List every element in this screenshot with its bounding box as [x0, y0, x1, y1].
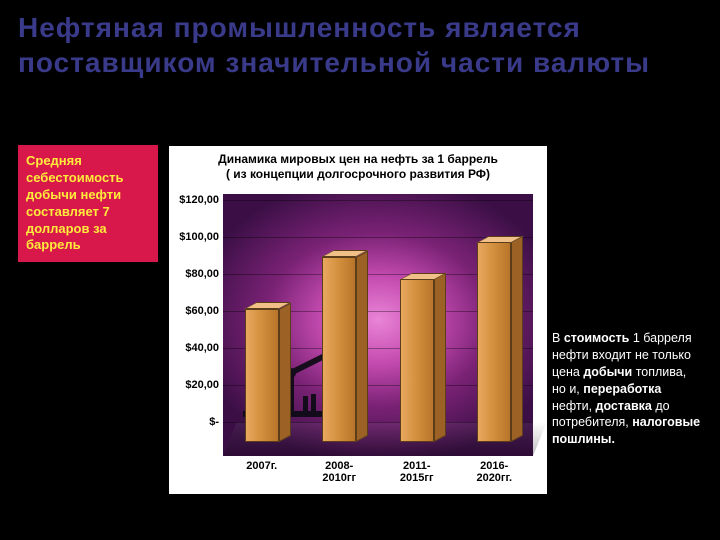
y-axis-label: $100,00	[179, 231, 219, 243]
chart-title: Динамика мировых цен на нефть за 1 барре…	[169, 146, 547, 184]
y-axis-label: $40,00	[185, 342, 219, 354]
callout-cost: Средняя себестоимость добычи нефти соста…	[18, 145, 158, 262]
chart-title-line2: ( из концепции долгосрочного развития РФ…	[226, 167, 490, 181]
bar-side	[356, 251, 368, 442]
bar-side	[434, 273, 446, 442]
y-axis-label: $120,00	[179, 194, 219, 206]
y-axis-label: $60,00	[185, 305, 219, 317]
callout-text-fragment: нефти,	[552, 399, 596, 413]
callout-text-fragment: В	[552, 331, 564, 345]
x-axis-label: 2011-2015гг	[387, 460, 447, 484]
callout-text-fragment: добычи	[583, 365, 632, 379]
callout-text-fragment: переработка	[583, 382, 661, 396]
chart-title-line1: Динамика мировых цен на нефть за 1 барре…	[218, 152, 498, 166]
callout-price-components: В стоимость 1 барреля нефти входит не то…	[552, 330, 702, 448]
x-axis-label: 2007г.	[232, 460, 292, 472]
bar-front	[477, 242, 511, 442]
x-axis-label: 2008-2010гг	[309, 460, 369, 484]
bar-front	[322, 257, 356, 442]
bar-front	[400, 279, 434, 442]
y-axis-label: $20,00	[185, 379, 219, 391]
chart-plot-area: $-$20,00$40,00$60,00$80,00$100,00$120,00…	[223, 194, 533, 456]
page-heading: Нефтяная промышленность является поставщ…	[0, 0, 720, 80]
bar	[322, 257, 356, 442]
oil-price-chart: Динамика мировых цен на нефть за 1 барре…	[168, 145, 548, 495]
x-axis-label: 2016-2020гг.	[464, 460, 524, 484]
callout-text-fragment: доставка	[596, 399, 652, 413]
bar	[477, 242, 511, 442]
bar	[245, 309, 279, 442]
callout-text-fragment: стоимость	[564, 331, 630, 345]
gridline	[223, 200, 533, 201]
bar-side	[279, 302, 291, 442]
bar-front	[245, 309, 279, 442]
bar-side	[511, 236, 523, 442]
bar	[400, 279, 434, 442]
y-axis-label: $80,00	[185, 268, 219, 280]
y-axis-label: $-	[209, 416, 219, 428]
